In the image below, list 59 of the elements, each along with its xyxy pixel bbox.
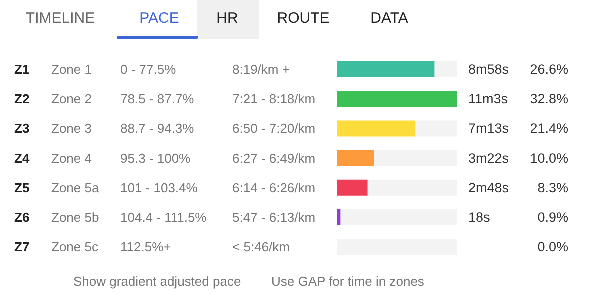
bar — [338, 150, 374, 166]
text: Show gradient adjusted pace — [74, 274, 242, 289]
data-label: 21.4% — [530, 121, 569, 136]
text: Zone 5c — [52, 240, 99, 255]
y-tick-label: Z4 — [14, 150, 30, 166]
y-tick-label: Z1 — [14, 62, 30, 77]
text: 5:47 - 6:13/km — [232, 210, 316, 225]
text: 95.3 - 100% — [120, 150, 192, 166]
bar — [338, 180, 368, 196]
text: 78.5 - 87.7% — [120, 92, 195, 107]
text: 104.4 - 111.5% — [120, 210, 208, 225]
text: 8m58s — [468, 62, 510, 77]
data-label: 0.0% — [538, 240, 569, 255]
y-tick-label: Z5 — [14, 180, 30, 196]
text: 7m13s — [468, 121, 510, 136]
y-tick-label: Z2 — [14, 92, 30, 107]
text: 112.5%+ — [120, 240, 172, 255]
data-label: 0.9% — [538, 210, 569, 225]
text: ROUTE — [277, 10, 330, 27]
text: < 5:46/km — [232, 240, 290, 255]
data-label: 10.0% — [530, 150, 569, 166]
text: Zone 2 — [52, 92, 92, 107]
bar — [338, 210, 341, 226]
text: 88.7 - 94.3% — [120, 121, 195, 136]
text: 0 - 77.5% — [120, 62, 177, 77]
text: Zone 5a — [52, 180, 100, 196]
text: 3m22s — [468, 150, 510, 166]
text: 6:50 - 7:20/km — [232, 121, 316, 136]
bar — [374, 150, 458, 166]
text: 6:14 - 6:26/km — [232, 180, 316, 196]
bar — [368, 180, 458, 196]
text: 8:19/km + — [232, 62, 290, 77]
text: 101 - 103.4% — [120, 180, 198, 196]
text: Zone 3 — [52, 121, 92, 136]
text: Zone 5b — [52, 210, 100, 225]
y-tick-label: Z3 — [14, 121, 30, 136]
text: HR — [216, 10, 238, 27]
data-label: 32.8% — [530, 92, 569, 107]
text: 11m3s — [468, 92, 508, 107]
text: TIMELINE — [26, 10, 96, 27]
text: Zone 4 — [52, 150, 92, 166]
text: PACE — [140, 10, 180, 27]
bar — [338, 62, 435, 78]
text: DATA — [370, 10, 408, 27]
bar — [340, 210, 458, 226]
text: Use GAP for time in zones — [272, 274, 425, 289]
text: 2m48s — [468, 180, 510, 196]
y-tick-label: Z6 — [14, 210, 30, 225]
text: Zone 1 — [52, 62, 92, 77]
bar — [434, 62, 458, 78]
y-tick-label: Z7 — [14, 240, 30, 255]
bar — [338, 91, 458, 108]
text: 6:27 - 6:49/km — [232, 150, 316, 166]
bar — [338, 120, 416, 137]
data-label: 26.6% — [530, 62, 569, 77]
bar — [416, 120, 458, 137]
data-label: 8.3% — [538, 180, 569, 196]
text: 18s — [468, 210, 491, 225]
text: 7:21 - 8:18/km — [232, 92, 316, 107]
